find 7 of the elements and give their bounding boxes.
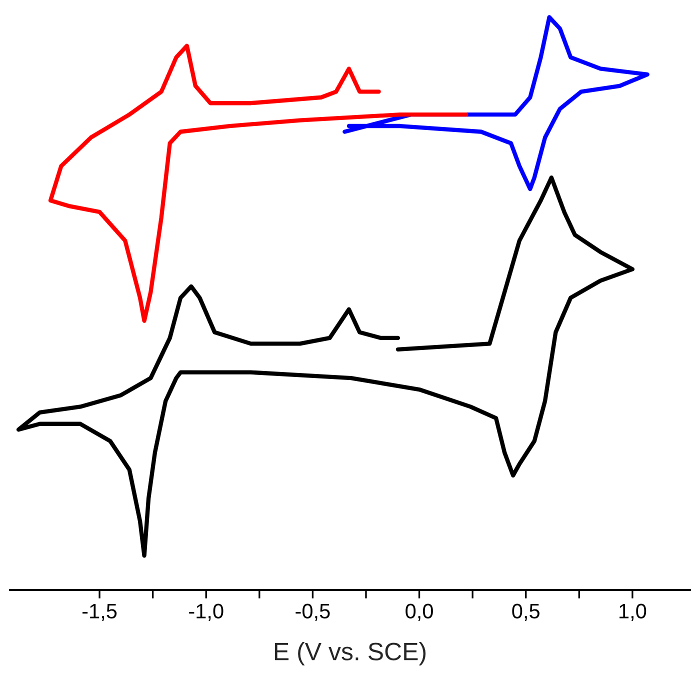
- x-tick-label: -0,5: [296, 604, 330, 621]
- x-tick-label: -1,0: [189, 604, 224, 621]
- x-tick-label: -1,5: [82, 604, 117, 621]
- x-axis-title: E (V vs. SCE): [274, 642, 426, 666]
- x-tick-label: 0,5: [512, 604, 540, 621]
- x-tick-label: 1,0: [620, 604, 646, 621]
- x-tick-label: 0,0: [406, 604, 433, 621]
